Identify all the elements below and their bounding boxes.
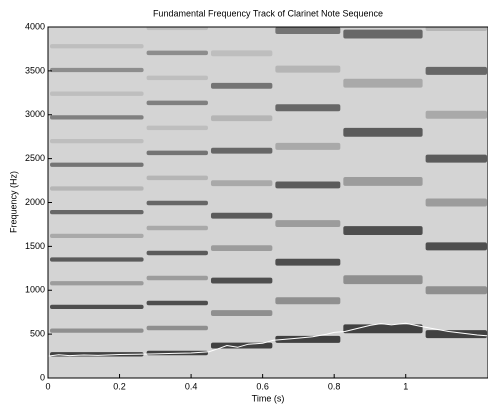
x-tick-label: 0.4 <box>185 381 198 391</box>
harmonic-band <box>210 212 273 219</box>
harmonic-band <box>275 27 341 34</box>
harmonic-band <box>275 142 341 150</box>
harmonic-band <box>146 250 208 256</box>
harmonic-band <box>425 198 487 207</box>
harmonic-band <box>343 177 423 186</box>
harmonic-band <box>146 300 208 306</box>
y-tick-label: 500 <box>30 329 45 339</box>
harmonic-band <box>275 104 341 112</box>
harmonic-band <box>343 29 423 39</box>
y-tick-label: 3500 <box>25 65 45 75</box>
harmonic-band <box>146 75 208 81</box>
harmonic-band <box>275 297 341 305</box>
harmonic-band <box>425 110 487 119</box>
y-tick-label: 2500 <box>25 153 45 163</box>
harmonic-band <box>50 138 144 144</box>
harmonic-band <box>50 91 144 96</box>
harmonic-band <box>146 50 208 56</box>
harmonic-band <box>50 257 144 262</box>
harmonic-band <box>425 27 487 31</box>
x-tick-label: 0.2 <box>113 381 126 391</box>
harmonic-band <box>50 186 144 191</box>
harmonic-band <box>146 275 208 281</box>
y-tick-label: 2000 <box>25 197 45 207</box>
y-tick-label: 4000 <box>25 21 45 31</box>
harmonic-band <box>50 328 144 333</box>
y-tick-label: 0 <box>40 372 45 382</box>
harmonic-band <box>50 20 144 24</box>
harmonic-band <box>146 125 208 131</box>
harmonic-band <box>210 82 273 89</box>
harmonic-band <box>343 127 423 137</box>
harmonic-band <box>50 162 144 167</box>
harmonic-band <box>275 65 341 73</box>
harmonic-band <box>146 100 208 106</box>
y-tick-label: 3000 <box>25 109 45 119</box>
y-tick-label: 1500 <box>25 241 45 251</box>
harmonic-band <box>210 245 273 252</box>
harmonic-band <box>50 115 144 120</box>
x-tick-label: 1 <box>403 381 408 391</box>
harmonic-band <box>146 225 208 231</box>
harmonic-band <box>210 180 273 187</box>
harmonic-band <box>275 258 341 266</box>
harmonic-band <box>343 78 423 88</box>
harmonic-band <box>146 27 208 31</box>
x-tick-label: 0.6 <box>256 381 269 391</box>
harmonic-band <box>210 147 273 154</box>
harmonic-band <box>343 226 423 236</box>
harmonic-band <box>50 44 144 49</box>
harmonic-band <box>425 66 487 75</box>
chart-title: Fundamental Frequency Track of Clarinet … <box>153 8 383 18</box>
harmonic-band <box>210 50 273 57</box>
harmonic-band <box>50 67 144 73</box>
x-tick-label: 0.8 <box>328 381 341 391</box>
harmonic-band <box>210 310 273 316</box>
harmonic-band <box>275 335 341 343</box>
y-tick-label: 1000 <box>25 285 45 295</box>
harmonic-band <box>146 150 208 156</box>
harmonic-band <box>425 242 487 251</box>
harmonic-band <box>275 181 341 189</box>
harmonic-band <box>50 304 144 310</box>
harmonic-band <box>50 233 144 238</box>
harmonic-band <box>50 281 144 286</box>
harmonic-band <box>210 277 273 284</box>
harmonic-band <box>343 275 423 285</box>
harmonic-band <box>210 115 273 122</box>
harmonic-band <box>211 18 272 24</box>
harmonic-band <box>146 200 208 206</box>
harmonic-band <box>146 325 208 331</box>
axes: 0 500 1000 1500 2000 2500 3000 3500 4000 0 0.2 0.4 0… <box>25 21 488 391</box>
harmonic-band <box>50 210 144 215</box>
harmonic-band <box>425 330 487 339</box>
y-axis-label: Frequency (Hz) <box>8 171 18 233</box>
x-axis-label: Time (s) <box>252 393 285 403</box>
harmonic-band <box>425 154 487 163</box>
harmonic-band <box>425 286 487 295</box>
x-tick-label: 0 <box>45 381 50 391</box>
harmonic-band <box>147 1 208 6</box>
harmonic-band <box>275 220 341 228</box>
plot-area <box>48 1 488 357</box>
harmonic-band <box>146 175 208 181</box>
f0-track <box>48 322 488 357</box>
